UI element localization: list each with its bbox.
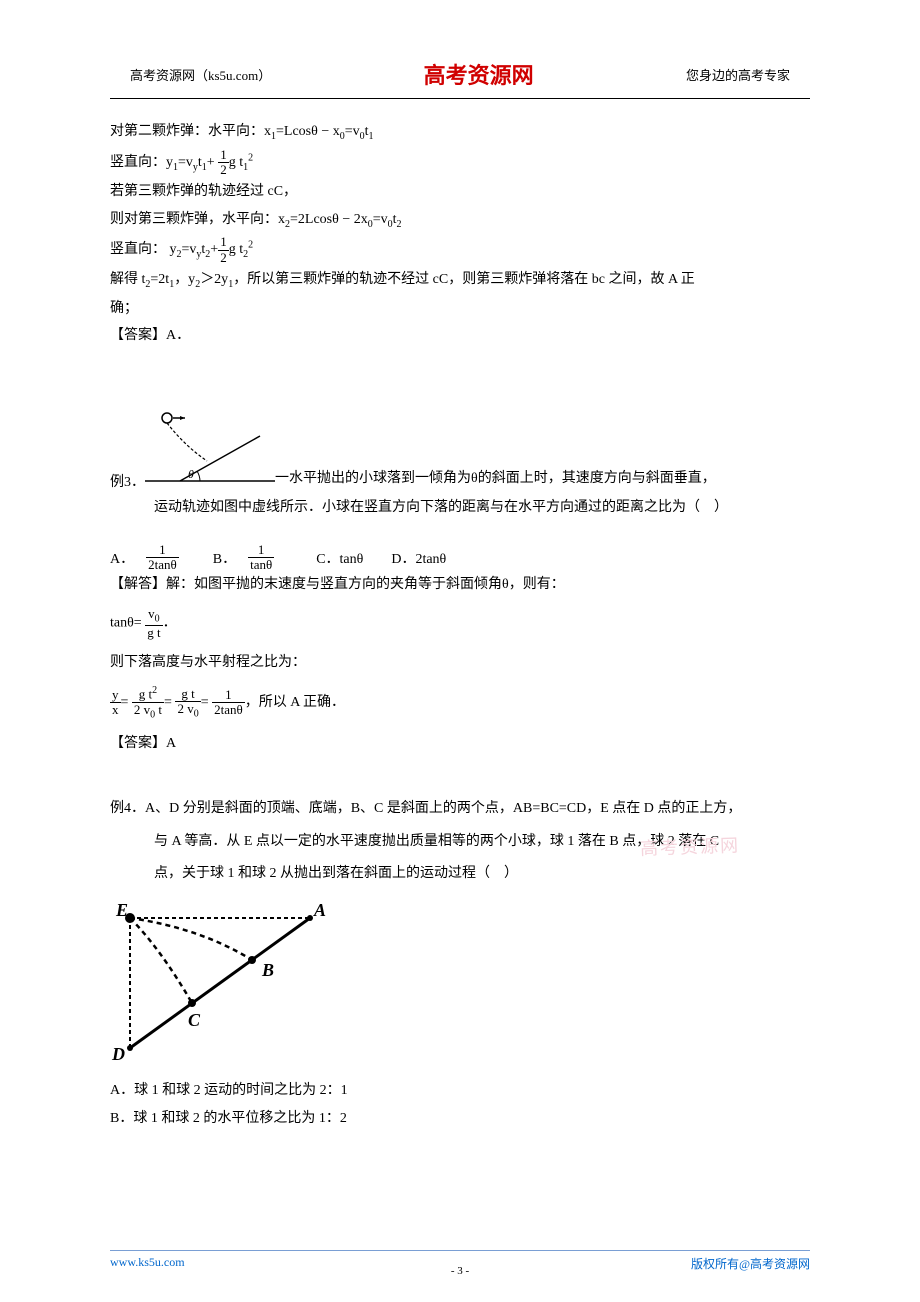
example-4-text-2: 与 A 等高．从 E 点以一定的水平速度抛出质量相等的两个小球，球 1 落在 B… [110, 827, 810, 858]
document-content: 对第二颗炸弹：水平向：x1=Lcosθ − x0=v0t1 竖直向：y1=vyt… [0, 99, 920, 1131]
svg-text:A: A [313, 900, 326, 920]
example-4-diagram: E A B C D [110, 898, 810, 1072]
example-4-option-b: B．球 1 和球 2 的水平位移之比为 1：2 [110, 1106, 810, 1131]
example-3-text-2: 运动轨迹如图中虚线所示．小球在竖直方向下落的距离与在水平方向通过的距离之比为（ … [110, 495, 810, 520]
option-d: D．2tanθ [391, 547, 446, 572]
line-6: 解得 t2=2t1，y2＞2y1，所以第三颗炸弹的轨迹不经过 cC，则第三颗炸弹… [110, 267, 810, 294]
svg-text:D: D [111, 1044, 125, 1063]
option-a-label: A． [110, 547, 134, 572]
header-center-title: 高考资源网 [424, 58, 534, 90]
ratio-equation: y x = g t2 2 v0 t = g t 2 v0 = 1 2tanθ ，… [110, 685, 810, 720]
example-4-text-3: 点，关于球 1 和球 2 从抛出到落在斜面上的运动过程（ ） [110, 859, 810, 890]
example-3-row: 例3． θ 一水平抛出的小球落到一倾角为θ的斜面上时，其速度方向与斜面垂直， [110, 406, 810, 495]
svg-text:θ: θ [188, 467, 194, 481]
example-4: 例4．A、D 分别是斜面的顶端、底端，B、C 是斜面上的两个点，AB=BC=CD… [110, 794, 810, 825]
option-b-label: B． [213, 547, 236, 572]
line-4: 则对第三颗炸弹，水平向：x2=2Lcosθ − 2x0=v0t2 [110, 207, 810, 234]
answer-2: 【答案】A [110, 731, 810, 756]
option-row: A． 1 2tanθ B． 1 tanθ C．tanθ D．2tanθ [110, 543, 810, 573]
footer-url: www.ks5u.com [110, 1255, 185, 1272]
svg-text:B: B [261, 960, 274, 980]
ratio-label: 则下落高度与水平射程之比为： [110, 650, 810, 675]
example-4-label: 例4． [110, 801, 145, 816]
header-right-text: 您身边的高考专家 [686, 65, 790, 84]
line-1: 对第二颗炸弹：水平向：x1=Lcosθ − x0=v0t1 [110, 119, 810, 146]
tan-frac: v0 g t [145, 607, 162, 640]
solve-label: 【解答】解：如图平抛的末速度与竖直方向的夹角等于斜面倾角θ，则有： [110, 572, 810, 597]
footer-page-number: - 3 - [451, 1265, 469, 1277]
fraction-2: 12 [218, 235, 229, 265]
example-3-figure: θ [145, 406, 275, 495]
option-a-frac: 1 2tanθ [146, 543, 179, 573]
page-header: 高考资源网（ks5u.com） 高考资源网 您身边的高考专家 [110, 0, 810, 99]
answer-1: 【答案】A． [110, 323, 810, 348]
example-3-text-1: 一水平抛出的小球落到一倾角为θ的斜面上时，其速度方向与斜面垂直， [275, 466, 810, 495]
line-3: 若第三颗炸弹的轨迹经过 cC， [110, 179, 810, 204]
line-5: 竖直向： y2=vyt2+12g t22 [110, 235, 810, 265]
page-footer: www.ks5u.com - 3 - 版权所有@高考资源网 [110, 1250, 810, 1272]
svg-text:E: E [115, 900, 128, 920]
line-7: 确； [110, 296, 810, 321]
fraction-1: 1 2 [218, 148, 229, 178]
example-4-option-a: A．球 1 和球 2 运动的时间之比为 2：1 [110, 1078, 810, 1103]
footer-copyright: 版权所有@高考资源网 [691, 1255, 810, 1272]
svg-text:C: C [188, 1010, 201, 1030]
tan-equation: tanθ= v0 g t ． [110, 607, 810, 640]
line-2: 竖直向：y1=vyt1+ 1 2 g t12 [110, 148, 810, 178]
option-b-frac: 1 tanθ [248, 543, 274, 573]
header-left-text: 高考资源网（ks5u.com） [130, 65, 271, 84]
option-c: C．tanθ [316, 547, 363, 572]
example-3-label: 例3． [110, 470, 145, 495]
